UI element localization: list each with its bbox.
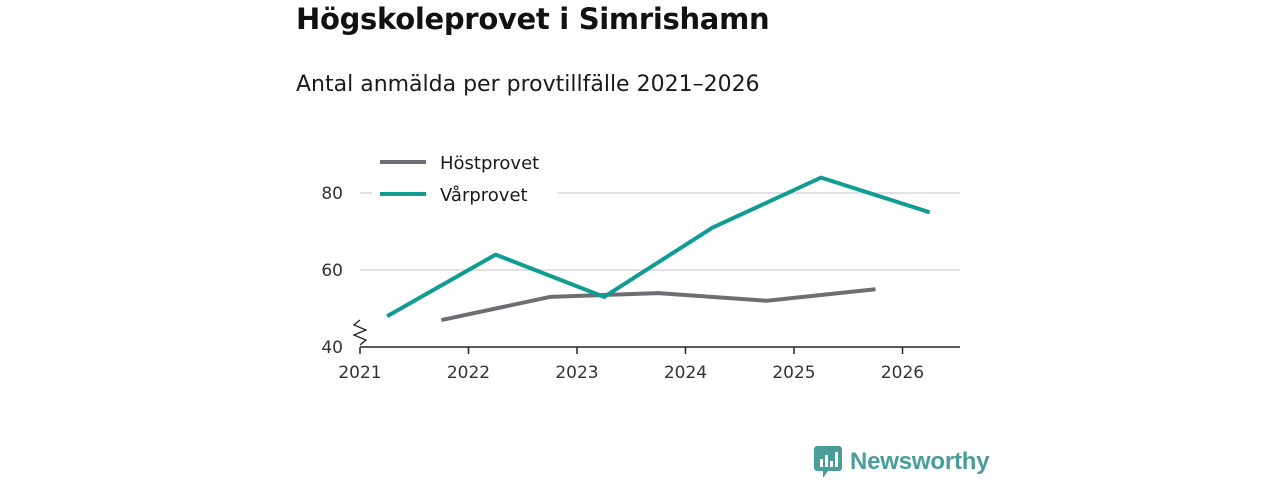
y-tick-label-80: 80: [321, 184, 343, 204]
x-tick-label-2024: 2024: [664, 363, 707, 383]
newsworthy-logo: Newsworthy: [814, 444, 990, 480]
x-tick-label-2025: 2025: [772, 363, 815, 383]
newsworthy-logo-icon: [814, 446, 842, 478]
chart-subtitle: Antal anmälda per provtillfälle 2021–202…: [296, 72, 760, 97]
gridlines: 40 60 80: [321, 184, 960, 358]
series-lines: [386, 175, 931, 323]
y-tick-label-40: 40: [321, 338, 343, 358]
legend-label-varprovet: Vårprovet: [440, 185, 528, 206]
x-tick-label-2022: 2022: [447, 363, 490, 383]
y-axis-break-marker: [352, 319, 368, 346]
legend-background: [372, 148, 557, 210]
x-tick-label-2021: 2021: [338, 363, 381, 383]
x-tick-label-2026: 2026: [881, 363, 924, 383]
legend-label-hostprovet: Höstprovet: [440, 153, 539, 174]
x-tick-label-2023: 2023: [555, 363, 598, 383]
chart-title: Högskoleprovet i Simrishamn: [296, 2, 770, 36]
newsworthy-logo-text: Newsworthy: [850, 448, 990, 475]
y-tick-label-60: 60: [321, 261, 343, 281]
legend: Höstprovet Vårprovet: [372, 148, 557, 210]
series-line-hostprovet: [440, 287, 876, 323]
x-axis: 2021 2022 2023 2024 2025 2026: [338, 319, 960, 383]
series-line-varprovet: [386, 175, 931, 318]
